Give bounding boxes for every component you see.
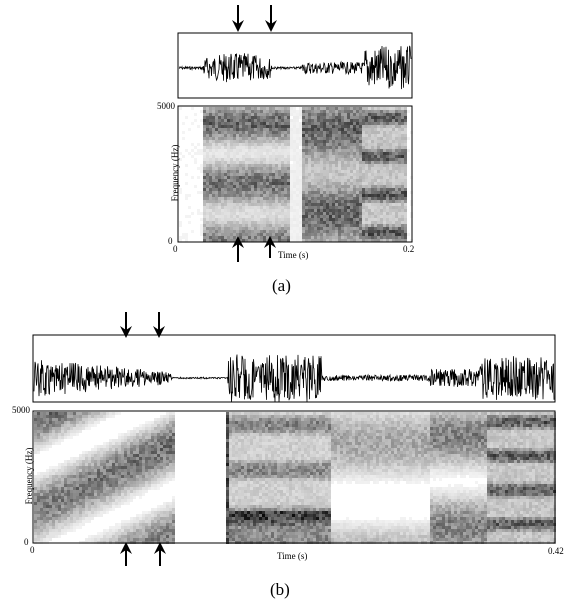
panel-a-spectrogram xyxy=(179,107,413,242)
panel-a-y-min-label: 0 xyxy=(168,236,173,246)
panel-a-x-max-label: 0.2 xyxy=(403,244,414,254)
panel-b-y-axis-label: Frequency (Hz) xyxy=(24,441,34,511)
panel-b-x-axis-label: Time (s) xyxy=(277,551,307,561)
up-arrow-icon xyxy=(120,542,132,566)
down-arrow-icon xyxy=(265,5,277,32)
down-arrow-icon xyxy=(232,5,244,32)
down-arrow-icon xyxy=(120,312,132,338)
figure-panel-a: 5000 0 0 0.2 Time (s) Frequency (Hz) (a) xyxy=(0,0,567,300)
panel-a-y-max-label: 5000 xyxy=(157,101,175,111)
panel-b-y-min-label: 0 xyxy=(24,537,29,547)
panel-a-x-axis-label: Time (s) xyxy=(278,250,308,260)
panel-b-y-max-label: 5000 xyxy=(12,405,30,415)
panel-a-caption: (a) xyxy=(272,276,291,296)
panel-b-caption: (b) xyxy=(270,580,290,600)
panel-a-x-min-label: 0 xyxy=(173,244,178,254)
panel-b-x-max-label: 0.42 xyxy=(548,546,564,556)
down-arrow-icon xyxy=(153,312,165,338)
panel-a-y-axis-label: Frequency (Hz) xyxy=(170,138,180,208)
panel-b-x-min-label: 0 xyxy=(30,545,35,555)
up-arrow-icon xyxy=(154,542,166,566)
figure-panel-b: 5000 0 0 0.42 Time (s) Frequency (Hz) (b… xyxy=(0,300,567,599)
